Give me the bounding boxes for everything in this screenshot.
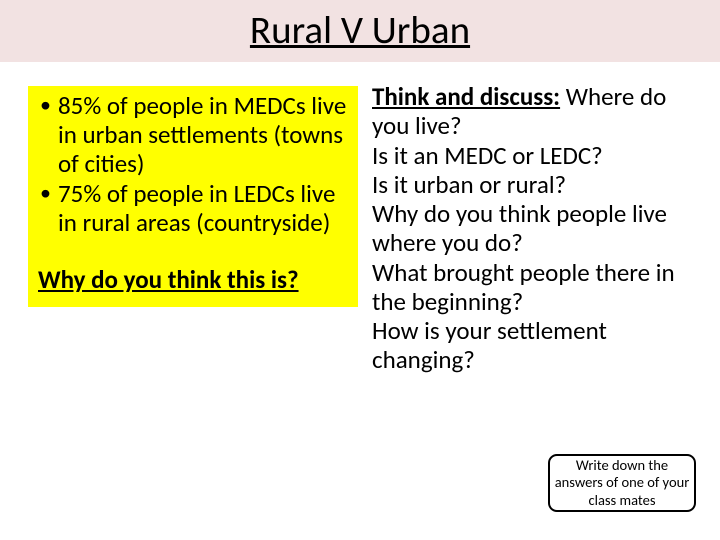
why-prompt: Why do you think this is?: [36, 264, 350, 295]
left-column: 85% of people in MEDCs live in urban set…: [28, 86, 358, 307]
discuss-body: Where do you live? Is it an MEDC or LEDC…: [372, 81, 675, 375]
slide: Rural V Urban 85% of people in MEDCs liv…: [0, 0, 720, 540]
callout-box: Write down the answers of one of your cl…: [548, 454, 696, 512]
bullet-list: 85% of people in MEDCs live in urban set…: [36, 92, 350, 238]
right-column: Think and discuss: Where do you live? Is…: [372, 82, 698, 375]
title-band: Rural V Urban: [0, 0, 720, 62]
list-item: 75% of people in LEDCs live in rural are…: [36, 180, 350, 238]
discuss-heading: Think and discuss:: [372, 81, 560, 112]
callout-text: Write down the answers of one of your cl…: [554, 457, 690, 508]
slide-title: Rural V Urban: [250, 7, 470, 54]
list-item: 85% of people in MEDCs live in urban set…: [36, 92, 350, 178]
